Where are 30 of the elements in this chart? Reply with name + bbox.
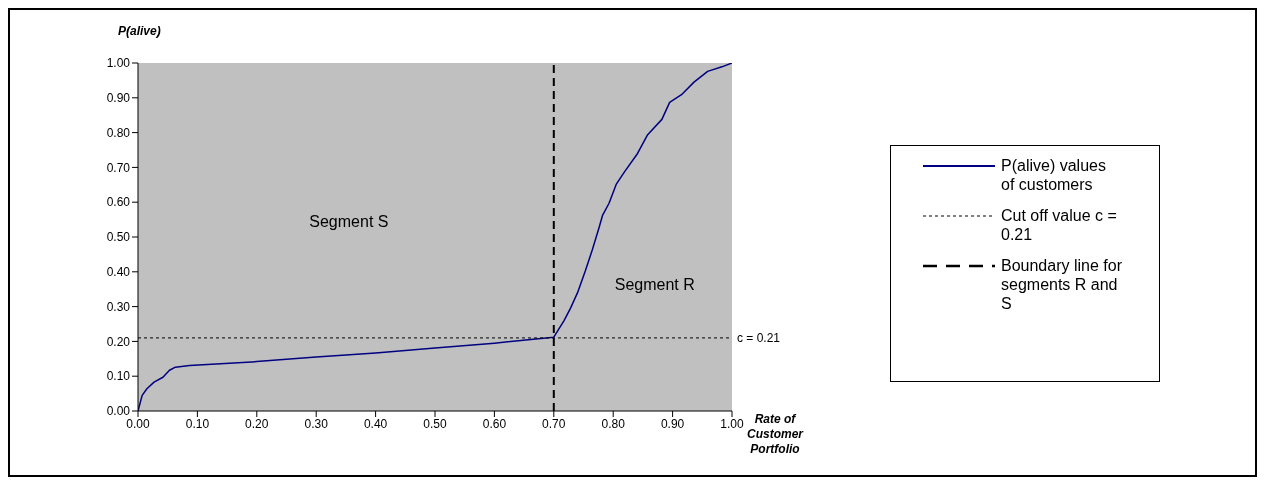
y-tick-label: 0.30 — [106, 299, 131, 314]
y-tick-label: 0.60 — [106, 195, 131, 210]
y-tick-label: 0.90 — [106, 91, 131, 106]
y-tick-label: 0.00 — [106, 404, 131, 419]
y-tick-label: 0.50 — [106, 230, 131, 245]
x-tick-label: 0.00 — [126, 416, 150, 431]
x-tick-label: 1.00 — [720, 416, 744, 431]
x-tick-label: 0.80 — [601, 416, 626, 431]
y-tick-label: 0.10 — [106, 369, 131, 384]
x-tick-label: 0.20 — [245, 416, 269, 431]
text: Boundary line for segments R and S — [1001, 256, 1123, 313]
annotation: Segment R — [614, 275, 695, 293]
x-tick-label: 0.90 — [660, 416, 685, 431]
x-axis-title: Rate of Customer Portfolio — [746, 412, 803, 456]
y-tick-label: 0.40 — [106, 265, 131, 280]
y-tick-label: 0.80 — [106, 125, 131, 140]
x-tick-label: 0.10 — [185, 416, 210, 431]
x-tick-label: 0.50 — [423, 416, 447, 431]
x-tick-label: 0.60 — [482, 416, 507, 431]
x-tick-label: 0.70 — [542, 416, 566, 431]
y-tick-label: 1.00 — [106, 56, 131, 71]
text: Cut off value c = 0.21 — [1001, 206, 1118, 244]
x-tick-label: 0.40 — [363, 416, 388, 431]
ref-line-label: c = 0.21 — [737, 331, 781, 346]
y-tick-label: 0.20 — [106, 334, 131, 349]
y-axis-title: P(alive) — [118, 24, 161, 38]
y-tick-label: 0.70 — [106, 160, 131, 175]
x-tick-label: 0.30 — [304, 416, 329, 431]
annotation: Segment S — [309, 213, 389, 231]
legend-label: P(alive) values of customers — [1001, 156, 1107, 194]
